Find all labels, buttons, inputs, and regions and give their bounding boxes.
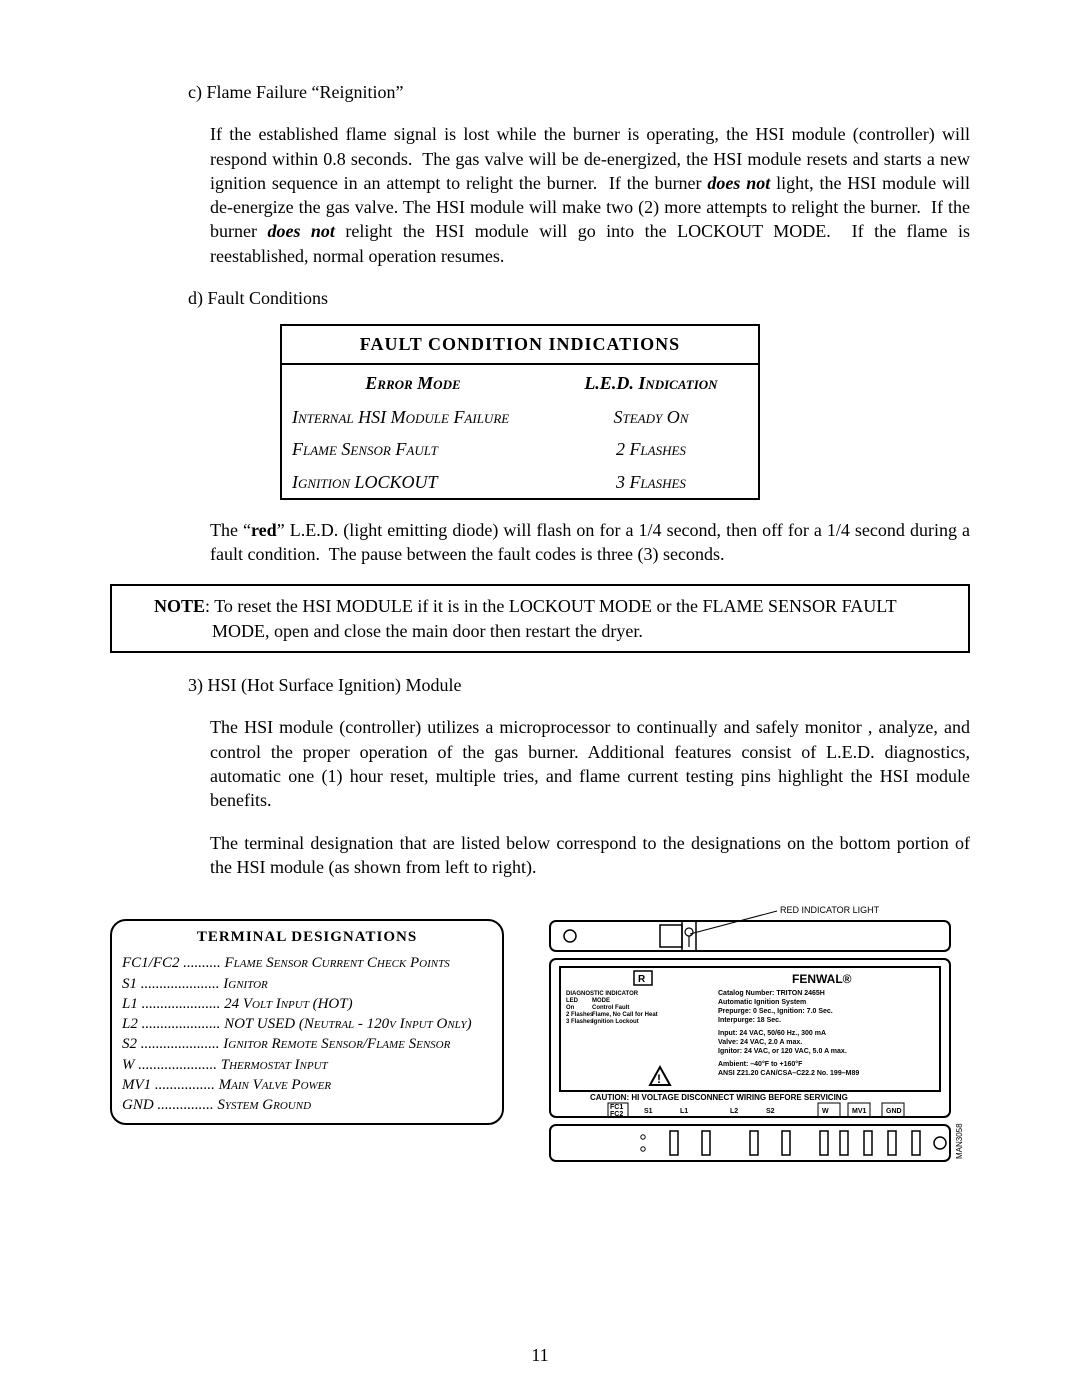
terminal-pin-icon bbox=[750, 1131, 758, 1155]
terminal-pin-icon bbox=[702, 1131, 710, 1155]
section-d-label: d) Fault Conditions bbox=[188, 288, 328, 308]
fault-row-left: Internal HSI Module Failure bbox=[281, 401, 544, 433]
red-indicator-icon bbox=[682, 921, 696, 951]
terminal-pin-icon bbox=[670, 1131, 678, 1155]
fault-table-header-right: L.E.D. Indication bbox=[544, 364, 759, 401]
section-3-body1: The HSI module (controller) utilizes a m… bbox=[210, 715, 970, 812]
led-paragraph: The “red” L.E.D. (light emitting diode) … bbox=[210, 518, 970, 567]
hsi-module-diagram: RED INDICATOR LIGHT R FENWAL® Catalog Nu… bbox=[530, 899, 970, 1185]
terminal-pin-icon bbox=[782, 1131, 790, 1155]
section-c-label: c) Flame Failure “Reignition” bbox=[188, 82, 403, 102]
diagram-spec-line: Input: 24 VAC, 50/60 Hz., 300 mA bbox=[718, 1030, 826, 1037]
terminal-pin-icon bbox=[864, 1131, 872, 1155]
terminal-row: L2 ..................... NOT USED (Neutr… bbox=[122, 1014, 492, 1034]
diagram-brand: FENWAL® bbox=[792, 972, 852, 986]
terminal-row: W ..................... Thermostat Input bbox=[122, 1055, 492, 1075]
terminal-label: L2 bbox=[730, 1108, 738, 1115]
section-3-body2: The terminal designation that are listed… bbox=[210, 831, 970, 880]
section-c-body: If the established flame signal is lost … bbox=[210, 122, 970, 268]
warning-triangle-icon: ! bbox=[650, 1067, 670, 1086]
diagram-spec-line: Ambient: –40°F to +160°F bbox=[718, 1060, 803, 1068]
terminal-row: GND ............... System Ground bbox=[122, 1095, 492, 1115]
svg-text:R: R bbox=[638, 974, 646, 985]
svg-text:!: ! bbox=[657, 1072, 661, 1086]
section-3-label: 3) HSI (Hot Surface Ignition) Module bbox=[188, 675, 461, 695]
fault-table-title: FAULT CONDITION INDICATIONS bbox=[281, 325, 759, 363]
terminal-pin-icon bbox=[912, 1131, 920, 1155]
terminal-row: MV1 ................ Main Valve Power bbox=[122, 1075, 492, 1095]
terminal-label: S1 bbox=[644, 1108, 653, 1115]
fault-row-right: Steady On bbox=[544, 401, 759, 433]
terminal-pin-icon bbox=[820, 1131, 828, 1155]
mounting-hole-icon bbox=[934, 1137, 946, 1149]
note-label: NOTE bbox=[154, 596, 205, 616]
fault-condition-table: FAULT CONDITION INDICATIONS Error Mode L… bbox=[280, 324, 760, 499]
note-body: : To reset the HSI MODULE if it is in th… bbox=[205, 596, 896, 640]
diagram-spec-line: Interpurge: 18 Sec. bbox=[718, 1017, 781, 1024]
diag-row-mode: Flame, No Call for Heat bbox=[592, 1012, 658, 1018]
page-number: 11 bbox=[0, 1343, 1080, 1367]
terminal-pin-icon bbox=[840, 1131, 848, 1155]
diagram-spec-line: Ignitor: 24 VAC, or 120 VAC, 5.0 A max. bbox=[718, 1048, 847, 1055]
terminal-row: S1 ..................... Ignitor bbox=[122, 974, 492, 994]
diag-row-led: On bbox=[566, 1005, 575, 1011]
diagram-spec-line: Valve: 24 VAC, 2.0 A max. bbox=[718, 1039, 802, 1046]
mounting-hole-icon bbox=[564, 930, 576, 942]
terminal-label: W bbox=[822, 1108, 829, 1115]
terminal-pin-icon bbox=[888, 1131, 896, 1155]
diagram-spec-line: Automatic Ignition System bbox=[718, 999, 806, 1006]
svg-text:FC2: FC2 bbox=[610, 1111, 623, 1118]
diag-row-led: 3 Flashes bbox=[566, 1019, 594, 1025]
terminal-box-title: TERMINAL DESIGNATIONS bbox=[122, 927, 492, 947]
diag-row-mode: Ignition Lockout bbox=[592, 1019, 639, 1025]
terminal-row: S2 ..................... Ignitor Remote … bbox=[122, 1034, 492, 1054]
terminal-row: L1 ..................... 24 Volt Input (… bbox=[122, 994, 492, 1014]
terminal-label: S2 bbox=[766, 1108, 775, 1115]
fault-row-left: Flame Sensor Fault bbox=[281, 433, 544, 465]
lower-row: TERMINAL DESIGNATIONS FC1/FC2 ..........… bbox=[110, 899, 970, 1185]
diag-heading: DIAGNOSTIC INDICATOR bbox=[566, 991, 639, 997]
fault-table-header-left: Error Mode bbox=[281, 364, 544, 401]
fault-row-right: 2 Flashes bbox=[544, 433, 759, 465]
note-text: NOTE: To reset the HSI MODULE if it is i… bbox=[126, 594, 954, 643]
note-box: NOTE: To reset the HSI MODULE if it is i… bbox=[110, 584, 970, 653]
diagram-spec-line: Catalog Number: TRITON 2465H bbox=[718, 990, 825, 997]
svg-text:LED: LED bbox=[566, 998, 579, 1004]
section-3-header: 3) HSI (Hot Surface Ignition) Module bbox=[188, 673, 970, 697]
diagram-caution: CAUTION: HI VOLTAGE DISCONNECT WIRING BE… bbox=[590, 1093, 848, 1102]
svg-text:MODE: MODE bbox=[592, 998, 610, 1004]
diagram-spec-line: Prepurge: 0 Sec., Ignition: 7.0 Sec. bbox=[718, 1008, 833, 1015]
terminal-label: L1 bbox=[680, 1108, 688, 1115]
diagram-spec-line: ANSI Z21.20 CAN/CSA–C22.2 No. 199–M89 bbox=[718, 1070, 859, 1077]
diag-row-led: 2 Flashes bbox=[566, 1012, 594, 1018]
fault-row-right: 3 Flashes bbox=[544, 466, 759, 499]
svg-text:FC1: FC1 bbox=[610, 1104, 623, 1111]
terminal-label: GND bbox=[886, 1108, 902, 1115]
diagram-callout: RED INDICATOR LIGHT bbox=[780, 905, 880, 915]
terminal-designations-box: TERMINAL DESIGNATIONS FC1/FC2 ..........… bbox=[110, 919, 504, 1125]
fault-row-left: Ignition LOCKOUT bbox=[281, 466, 544, 499]
terminal-row: FC1/FC2 .......... Flame Sensor Current … bbox=[122, 953, 492, 973]
diag-row-mode: Control Fault bbox=[592, 1005, 629, 1011]
section-d-header: d) Fault Conditions bbox=[188, 286, 970, 310]
terminal-label: MV1 bbox=[852, 1108, 867, 1115]
diagram-side-label: MAN3058 bbox=[955, 1123, 964, 1159]
section-c-header: c) Flame Failure “Reignition” bbox=[188, 80, 970, 104]
